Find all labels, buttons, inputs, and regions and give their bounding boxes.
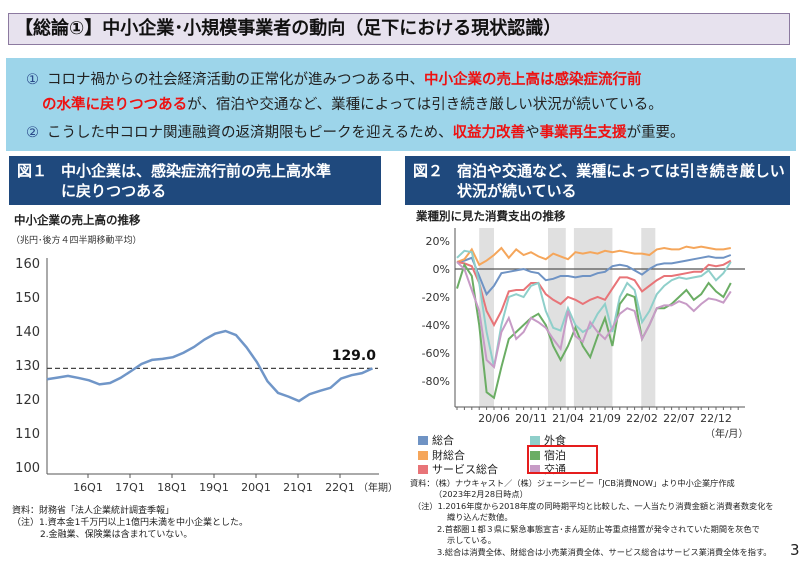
legend-swatch: [530, 450, 540, 460]
x-tick-label: 18Q1: [157, 481, 187, 494]
series-line-交通: [456, 261, 732, 369]
series-line-総合: [456, 254, 732, 297]
legend-swatch: [418, 435, 428, 445]
y-tick-label: 100: [15, 461, 40, 476]
fig1-chart: 100 110 120 130 140 150 160 16Q1 17Q1 18Q1 19Q1 20Q…: [15, 257, 398, 494]
y-tick-label: -40%: [422, 319, 450, 332]
y-tick-label: 150: [15, 291, 40, 306]
legend-label: 総合: [432, 434, 454, 447]
x-axis-label: （年期）: [358, 481, 398, 494]
highlight-text: 事業再生支援: [539, 125, 627, 141]
x-tick-label: 21Q1: [283, 481, 313, 494]
fig2-source-date: （2023年2月28日時点）: [434, 489, 528, 499]
highlight-text: 収益力改善: [452, 125, 526, 141]
summary-item-1-line-1: ① コロナ禍からの社会経済活動の正常化が進みつつある中、中小企業の売上高は感染症流…: [26, 68, 642, 89]
x-tick-label: 20/11: [515, 412, 547, 425]
x-tick-label: 22/12: [700, 412, 732, 425]
page-number: 3: [790, 541, 800, 559]
shaded-period: [548, 228, 566, 407]
text: が重要。: [626, 125, 685, 141]
x-tick-label: 20/06: [478, 412, 510, 425]
legend-label: 宿泊: [544, 449, 566, 462]
fig2-title: 宿泊や交通など、業種によっては引き続き厳しい: [457, 162, 785, 180]
y-tick-label: 110: [15, 427, 40, 442]
fig1-unit: （兆円･後方４四半期移動平均）: [11, 236, 142, 246]
fig1-header: 図１ 中小企業は、感染症流行前の売上高水準 に戻りつつある: [9, 156, 381, 205]
summary-item-1-line-2: の水準に戻りつつあるが、宿泊や交通など、業種によっては引き続き厳しい状況が続いて…: [42, 93, 663, 114]
fig2-title-line2: 状況が続いている: [457, 182, 577, 200]
legend-label: サービス総合: [432, 463, 498, 476]
x-tick-label: 22Q1: [325, 481, 355, 494]
series-line-財総合: [456, 245, 731, 267]
fig2-chart-title: 業種別に見た消費支出の推移: [416, 209, 566, 223]
fig1-title-line2: に戻りつつある: [61, 182, 167, 200]
fig2-note-2: 2.首都圏１都３県に緊急事態宣言･まん延防止等重点措置が発令されていた期間を灰色…: [437, 524, 760, 534]
legend-label: 外食: [544, 434, 566, 447]
legend-item: 総合: [418, 432, 454, 448]
legend-item: 宿泊: [530, 447, 566, 463]
series-line-サービス総合: [456, 259, 732, 328]
highlight-text: 中小企業の売上高は感染症流行前: [424, 72, 642, 88]
fig2-chart: 20% 0% -20% -40% -60% -80% 20/06 20/11 21/04 21/0…: [422, 228, 748, 440]
y-tick-label: 120: [15, 393, 40, 408]
text: コロナ禍からの社会経済活動の正常化が進みつつある中、: [47, 72, 424, 88]
y-tick-label: -20%: [422, 291, 450, 304]
page-title: 【総論①】中小企業･小規模事業者の動向（足下における現状認識）: [8, 13, 790, 45]
fig1-chart-title: 中小企業の売上高の推移: [14, 213, 141, 227]
shaded-period: [479, 228, 494, 407]
legend-swatch: [530, 435, 540, 445]
fig2-note-3: 3.総合は消費全体、財総合は小売業消費全体、サービス総合はサービス業消費全体を指…: [437, 547, 772, 557]
x-tick-label: 21/04: [552, 412, 584, 425]
summary-box: ① コロナ禍からの社会経済活動の正常化が進みつつある中、中小企業の売上高は感染症流…: [6, 58, 796, 151]
legend-swatch: [418, 450, 428, 460]
summary-item-2: ② こうした中コロナ関連融資の返済期限もピークを迎えるため、収益力改善や事業再生支…: [26, 121, 685, 142]
legend-label: 財総合: [432, 449, 465, 462]
fig1-title: 中小企業は、感染症流行前の売上高水準: [61, 162, 332, 180]
text: が、宿泊や交通など、業種によっては引き続き厳しい状況が続いている。: [187, 97, 663, 113]
series-line-外食: [456, 249, 732, 368]
x-tick-label: 17Q1: [115, 481, 145, 494]
y-tick-label: -80%: [422, 375, 450, 388]
value-annotation: 129.0: [332, 348, 377, 364]
fig1-note-1: （注）1.資本金1千万円以上1億円未満を中小企業とした。: [12, 518, 249, 528]
x-tick-label: 19Q1: [199, 481, 229, 494]
x-tick-label: 22/07: [663, 412, 695, 425]
y-tick-label: 0%: [433, 263, 450, 276]
y-tick-label: -60%: [422, 347, 450, 360]
series-line-宿泊: [456, 262, 732, 400]
y-tick-label: 20%: [426, 235, 450, 248]
legend-highlight-box: [527, 445, 598, 474]
x-tick-label: 21/09: [589, 412, 621, 425]
legend-item: サービス総合: [418, 461, 498, 477]
y-tick-label: 130: [15, 359, 40, 374]
item-number: ②: [26, 125, 39, 141]
fig2-note-2b: 示している。: [447, 535, 496, 545]
text: こうした中コロナ関連融資の返済期限もピークを迎えるため、: [47, 125, 453, 141]
legend-item: 財総合: [418, 447, 465, 463]
shaded-period: [573, 228, 613, 407]
fig2-note-1: （注）1.2016年度から2018年度の同時期平均と比較した、一人当たり消費金額…: [413, 501, 774, 511]
legend-swatch: [418, 464, 428, 474]
fig2-source: 資料：（株）ナウキャスト／（株）ジェーシービー「JCB消費NOW」より中小企業庁…: [410, 478, 735, 488]
highlight-text: の水準に戻りつつある: [42, 97, 188, 113]
item-number: ①: [26, 72, 39, 88]
text: や: [525, 125, 540, 141]
fig1-note-2: 2.金融業、保険業は含まれていない。: [40, 530, 193, 540]
fig1-label: 図１: [17, 162, 48, 180]
x-axis-label: （年/月）: [705, 427, 748, 440]
fig1-source: 資料：財務省「法人企業統計調査季報」: [12, 506, 175, 516]
x-tick-label: 20Q1: [241, 481, 271, 494]
y-tick-label: 140: [15, 325, 40, 340]
fig2-header: 図２ 宿泊や交通など、業種によっては引き続き厳しい 状況が続いている: [405, 156, 790, 205]
sales-line: [46, 329, 374, 403]
fig2-label: 図２: [413, 162, 444, 180]
y-tick-label: 160: [15, 257, 40, 272]
x-tick-label: 16Q1: [73, 481, 103, 494]
x-tick-label: 22/02: [626, 412, 658, 425]
legend-swatch: [530, 464, 540, 474]
fig2-note-1b: 織り込んだ数値。: [447, 512, 513, 522]
legend-item: 外食: [530, 432, 566, 448]
